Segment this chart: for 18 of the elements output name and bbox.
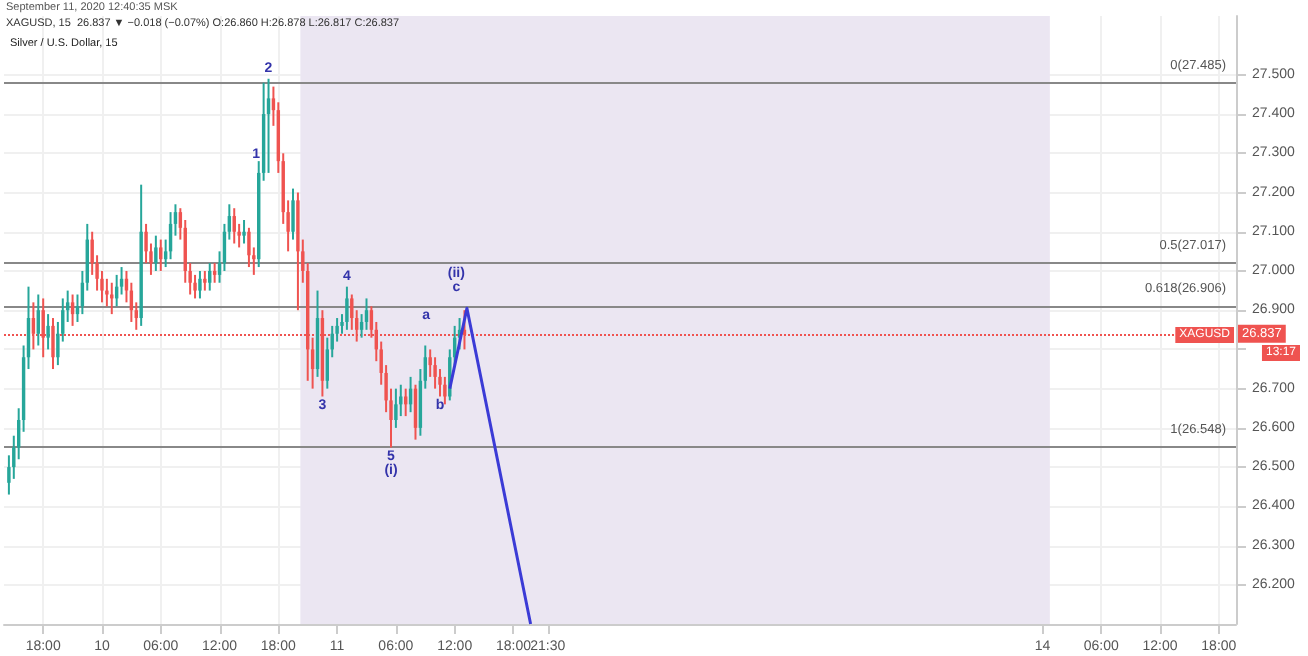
candlestick (105, 277, 109, 308)
candlestick (242, 218, 246, 245)
candlestick (394, 387, 398, 429)
candlestick (208, 262, 212, 292)
candlestick (51, 317, 55, 371)
candlestick (46, 313, 50, 351)
candlestick (345, 285, 349, 331)
candlestick (433, 356, 437, 390)
candlestick (291, 187, 295, 241)
candlestick (212, 262, 217, 284)
candlestick (154, 234, 158, 272)
candlestick (443, 375, 447, 406)
candlestick (364, 297, 369, 331)
candlestick (159, 238, 163, 272)
candlestick (247, 226, 251, 269)
candlestick (70, 293, 75, 327)
candlestick (203, 269, 207, 292)
candlestick (198, 269, 202, 300)
